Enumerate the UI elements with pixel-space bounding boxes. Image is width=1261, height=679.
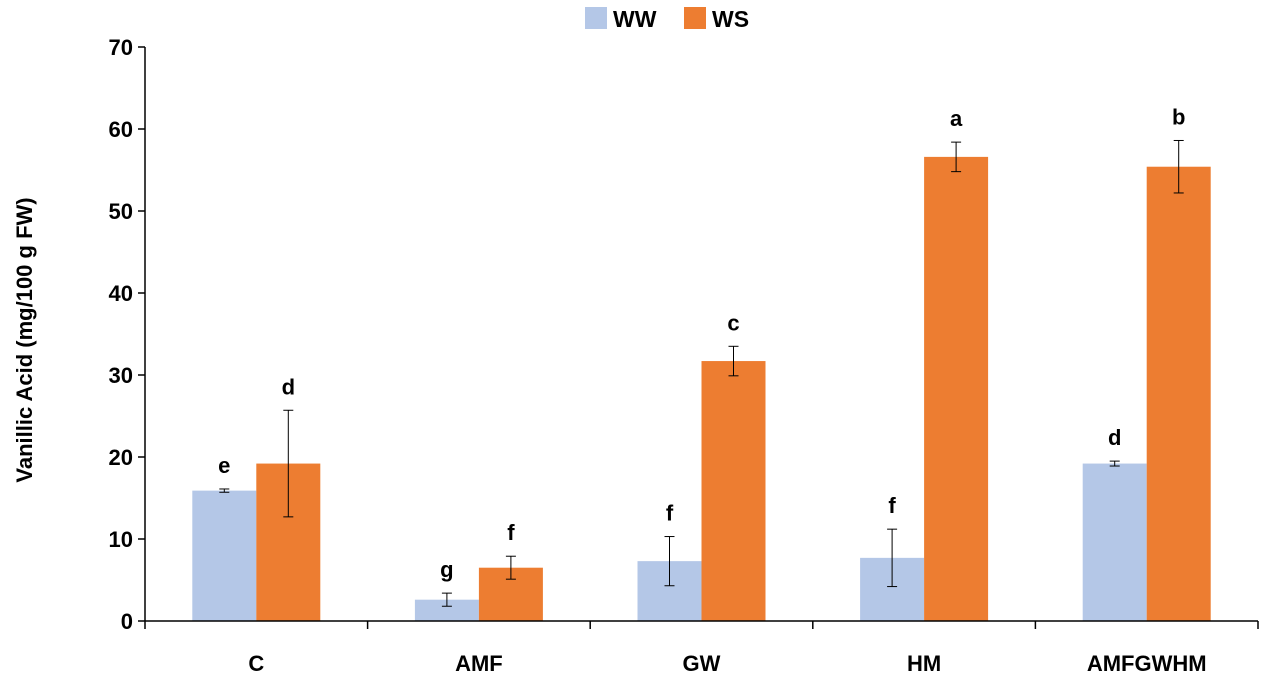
legend-label-ww: WW [613, 6, 657, 32]
significance-letter: b [1172, 104, 1185, 129]
bar-ws-amfgwhm [1146, 166, 1211, 621]
x-tick-label: GW [683, 651, 721, 676]
y-tick-label: 70 [109, 35, 133, 60]
x-tick-label: HM [907, 651, 941, 676]
bars [192, 156, 1211, 621]
y-tick-label: 60 [109, 117, 133, 142]
y-tick-label: 10 [109, 527, 133, 552]
legend: WW WS [585, 6, 749, 32]
y-axis-ticks: 0 10 20 30 40 50 60 70 [109, 35, 145, 634]
significance-letter: d [282, 374, 295, 399]
bar-ww-amf [414, 599, 479, 621]
bar-ws-hm [924, 156, 989, 621]
y-tick-label: 20 [109, 445, 133, 470]
x-axis-labels: C AMF GW HM AMFGWHM [248, 651, 1206, 676]
y-axis-title: Vanillic Acid (mg/100 g FW) [12, 197, 37, 482]
x-tick-label: C [248, 651, 264, 676]
significance-letter: f [507, 520, 515, 545]
y-tick-label: 30 [109, 363, 133, 388]
y-tick-label: 50 [109, 199, 133, 224]
axes [144, 47, 1259, 629]
significance-letter: d [1108, 425, 1121, 450]
y-tick-label: 40 [109, 281, 133, 306]
error-bars [219, 139, 1184, 607]
y-tick-label: 0 [121, 609, 133, 634]
significance-letter: c [727, 310, 739, 335]
x-tick-label: AMFGWHM [1087, 651, 1207, 676]
significance-letter: f [666, 501, 674, 526]
x-tick-label: AMF [455, 651, 503, 676]
significance-letter: f [888, 493, 896, 518]
legend-swatch-ww [585, 7, 607, 29]
bar-ww-c [192, 490, 257, 621]
bar-ww-amfgwhm [1082, 463, 1147, 621]
legend-swatch-ws [684, 7, 706, 29]
significance-letters: e d g f f c f a d b [218, 104, 1185, 582]
bar-ws-gw [701, 361, 766, 621]
legend-label-ws: WS [712, 6, 749, 32]
significance-letter: a [950, 106, 963, 131]
significance-letter: g [440, 557, 453, 582]
significance-letter: e [218, 453, 230, 478]
